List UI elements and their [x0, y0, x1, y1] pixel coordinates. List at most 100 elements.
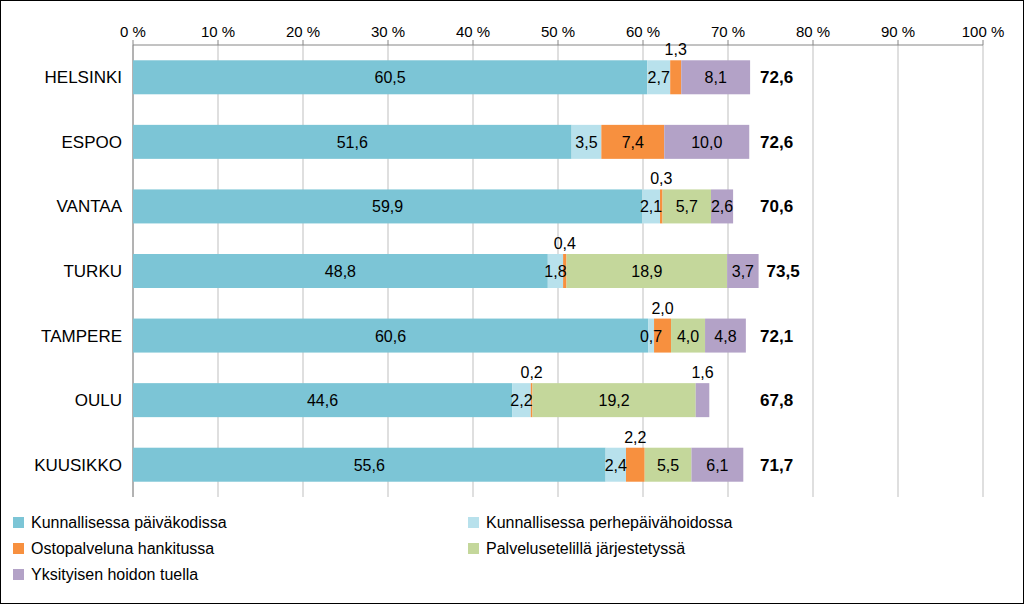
bar-segment: [133, 189, 642, 223]
bar-segment: [133, 383, 512, 417]
bar-segment: [133, 448, 606, 482]
data-label: 19,2: [599, 392, 630, 409]
data-label: 18,9: [631, 263, 662, 280]
chart: 0 %10 %20 %30 %40 %50 %60 %70 %80 %90 %1…: [0, 0, 1024, 604]
category-label: TURKU: [63, 262, 122, 281]
category-label: VANTAA: [57, 197, 123, 216]
legend-swatch: [13, 569, 24, 580]
tick-label: 80 %: [796, 23, 830, 40]
bar-segment: [567, 254, 728, 288]
bar-segment: [696, 383, 710, 417]
category-label: OULU: [75, 391, 122, 410]
category-label: HELSINKI: [45, 68, 122, 87]
data-label: 2,7: [648, 69, 670, 86]
legend-label: Kunnallisessa päiväkodissa: [31, 514, 227, 531]
bar-segment: [691, 448, 743, 482]
total-label: 71,7: [760, 456, 793, 475]
data-label: 1,8: [544, 263, 566, 280]
tick-mark: [813, 40, 814, 45]
legend-label: Yksityisen hoidon tuella: [31, 566, 198, 583]
legend-swatch: [468, 517, 479, 528]
grid-line: [983, 45, 984, 497]
tick-mark: [303, 40, 304, 45]
total-label: 67,8: [760, 391, 793, 410]
tick-label: 70 %: [711, 23, 745, 40]
legend: Kunnallisessa päiväkodissa Kunnallisessa …: [13, 514, 732, 583]
data-label: 2,2: [510, 392, 532, 409]
bar-segment: [133, 125, 572, 159]
data-label: 59,9: [372, 198, 403, 215]
bar-segment: [133, 254, 548, 288]
data-label: 5,7: [676, 198, 698, 215]
data-label: 60,5: [375, 69, 406, 86]
bar-segment: [133, 319, 648, 353]
grid-line: [813, 45, 814, 497]
data-label: 44,6: [307, 392, 338, 409]
tick-mark: [728, 40, 729, 45]
data-label: 0,2: [521, 364, 543, 381]
data-label: 10,0: [691, 134, 722, 151]
data-label: 55,6: [354, 457, 385, 474]
data-label: 3,7: [732, 263, 754, 280]
category-label: KUUSIKKO: [34, 456, 122, 475]
legend-label: Ostopalveluna hankitussa: [31, 540, 214, 557]
bars: [133, 60, 759, 481]
tick-mark: [133, 40, 134, 45]
total-label: 73,5: [767, 262, 800, 281]
data-label: 0,3: [650, 170, 672, 187]
data-label: 2,4: [605, 457, 627, 474]
data-label: 7,4: [622, 134, 644, 151]
bar-segment: [705, 319, 746, 353]
legend-swatch: [13, 543, 24, 554]
tick-label: 60 %: [626, 23, 660, 40]
bar-segment: [727, 254, 758, 288]
bar-segment: [681, 60, 750, 94]
data-label: 2,6: [711, 198, 733, 215]
data-label: 4,0: [677, 328, 699, 345]
tick-label: 40 %: [456, 23, 490, 40]
total-label: 72,6: [760, 133, 793, 152]
tick-mark: [898, 40, 899, 45]
data-label: 4,8: [714, 328, 736, 345]
data-label: 6,1: [706, 457, 728, 474]
tick-mark: [473, 40, 474, 45]
bar-segment: [572, 125, 602, 159]
legend-label: Kunnallisessa perhepäivähoidossa: [486, 514, 732, 531]
data-label: 48,8: [325, 263, 356, 280]
data-label: 3,5: [575, 134, 597, 151]
data-label: 51,6: [337, 134, 368, 151]
labels: 60,52,71,38,172,651,63,57,410,072,659,92…: [307, 41, 800, 474]
tick-label: 30 %: [371, 23, 405, 40]
data-label: 2,0: [651, 300, 673, 317]
total-label: 72,1: [760, 327, 793, 346]
tick-label: 0 %: [120, 23, 146, 40]
x-axis: [133, 45, 983, 46]
tick-mark: [983, 40, 984, 45]
frame: [1, 1, 1024, 604]
data-label: 1,6: [691, 364, 713, 381]
bar-segment: [671, 319, 705, 353]
total-label: 72,6: [760, 68, 793, 87]
data-label: 2,2: [624, 429, 646, 446]
legend-swatch: [468, 543, 479, 554]
tick-mark: [558, 40, 559, 45]
bar-segment: [663, 189, 711, 223]
bar-segment: [711, 189, 733, 223]
bar-segment: [533, 383, 696, 417]
data-label: 0,4: [554, 235, 576, 252]
tick-mark: [643, 40, 644, 45]
total-label: 70,6: [760, 197, 793, 216]
category-label: TAMPERE: [41, 327, 122, 346]
tick-mark: [388, 40, 389, 45]
bar-segment: [647, 60, 670, 94]
bar-segment: [645, 448, 692, 482]
grid-line: [898, 45, 899, 497]
bar-segment: [664, 125, 749, 159]
tick-label: 50 %: [541, 23, 575, 40]
legend-swatch: [13, 517, 24, 528]
data-label: 2,1: [640, 198, 662, 215]
category-label: ESPOO: [62, 133, 122, 152]
data-label: 1,3: [665, 41, 687, 58]
data-label: 60,6: [375, 328, 406, 345]
bar-segment: [601, 125, 664, 159]
